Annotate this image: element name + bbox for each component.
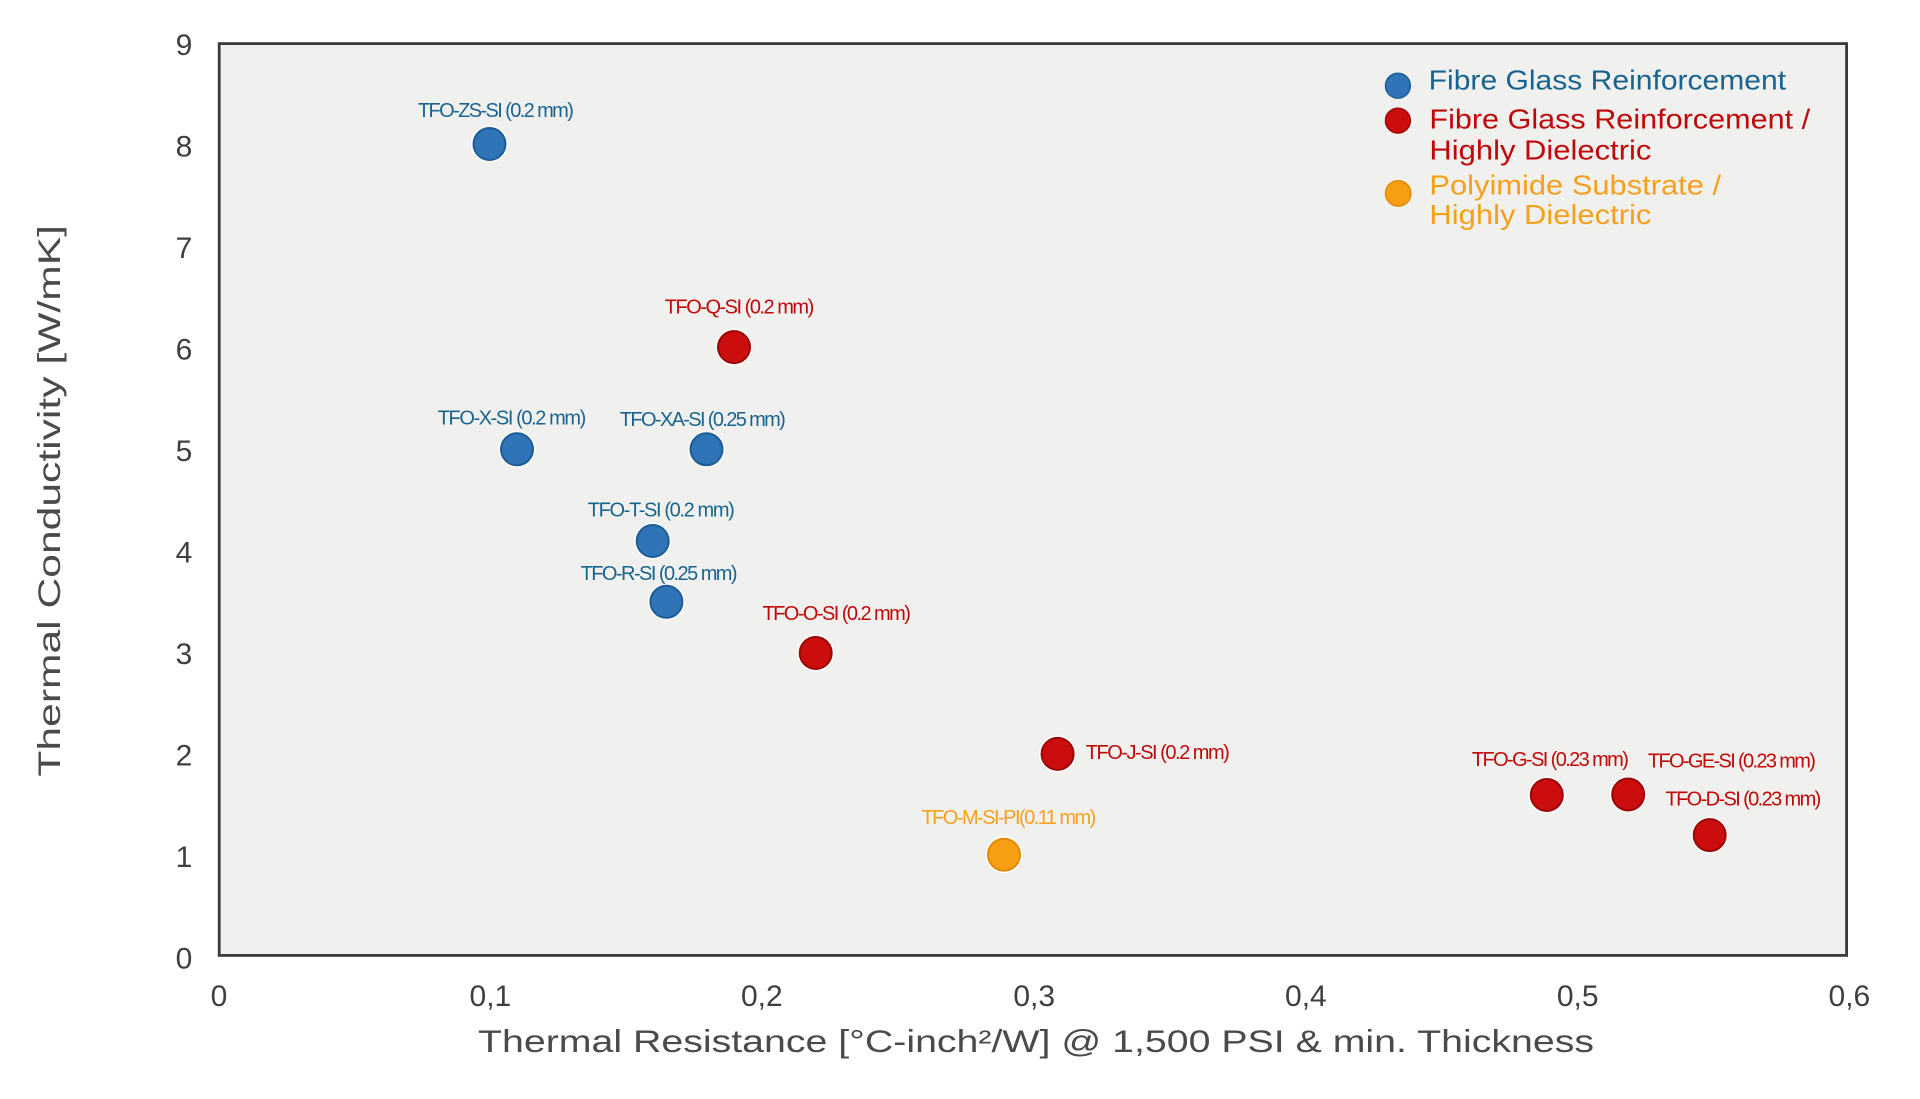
svg-text:Polyimide Substrate /: Polyimide Substrate / xyxy=(1429,170,1721,201)
svg-text:TFO-T-SI (0.2 mm): TFO-T-SI (0.2 mm) xyxy=(588,499,735,521)
svg-text:0: 0 xyxy=(176,943,193,976)
svg-text:TFO-ZS-SI (0.2 mm): TFO-ZS-SI (0.2 mm) xyxy=(418,100,574,122)
svg-text:TFO-Q-SI (0.2 mm): TFO-Q-SI (0.2 mm) xyxy=(665,297,815,319)
svg-text:Highly Dielectric: Highly Dielectric xyxy=(1429,135,1651,166)
svg-text:7: 7 xyxy=(176,232,193,265)
svg-text:0: 0 xyxy=(211,980,228,1013)
svg-text:TFO-X-SI (0.2 mm): TFO-X-SI (0.2 mm) xyxy=(438,408,587,430)
svg-text:5: 5 xyxy=(176,435,193,468)
svg-text:6: 6 xyxy=(176,334,193,367)
svg-text:TFO-J-SI (0.2 mm): TFO-J-SI (0.2 mm) xyxy=(1086,742,1230,764)
svg-text:Fibre Glass Reinforcement: Fibre Glass Reinforcement xyxy=(1429,64,1787,95)
svg-text:3: 3 xyxy=(176,638,193,671)
svg-text:Thermal Conductivity [W/mK]: Thermal Conductivity [W/mK] xyxy=(31,225,67,777)
svg-text:TFO-XA-SI (0.25 mm): TFO-XA-SI (0.25 mm) xyxy=(620,409,786,431)
svg-text:8: 8 xyxy=(176,131,193,164)
svg-text:TFO-M-SI-PI(0.11 mm): TFO-M-SI-PI(0.11 mm) xyxy=(922,807,1097,829)
svg-text:0,3: 0,3 xyxy=(1013,980,1055,1013)
svg-text:TFO-O-SI (0.2 mm): TFO-O-SI (0.2 mm) xyxy=(762,603,911,625)
svg-text:TFO-G-SI (0.23 mm): TFO-G-SI (0.23 mm) xyxy=(1472,749,1629,771)
svg-text:TFO-D-SI (0.23 mm): TFO-D-SI (0.23 mm) xyxy=(1666,788,1822,810)
svg-text:0,6: 0,6 xyxy=(1829,980,1871,1013)
svg-text:Thermal Resistance [°C-inch²/W: Thermal Resistance [°C-inch²/W] @ 1,500 … xyxy=(478,1023,1594,1059)
svg-text:TFO-R-SI (0.25 mm): TFO-R-SI (0.25 mm) xyxy=(581,563,738,585)
svg-text:0,1: 0,1 xyxy=(470,980,512,1013)
svg-text:1: 1 xyxy=(176,841,193,874)
svg-text:Fibre Glass Reinforcement /: Fibre Glass Reinforcement / xyxy=(1429,104,1810,135)
svg-text:0,4: 0,4 xyxy=(1285,980,1327,1013)
svg-text:0,2: 0,2 xyxy=(741,980,783,1013)
svg-text:9: 9 xyxy=(176,29,193,62)
svg-text:2: 2 xyxy=(176,740,193,773)
svg-text:0,5: 0,5 xyxy=(1557,980,1599,1013)
svg-text:Highly Dielectric: Highly Dielectric xyxy=(1429,199,1651,230)
svg-text:4: 4 xyxy=(176,537,193,570)
svg-text:TFO-GE-SI (0.23 mm): TFO-GE-SI (0.23 mm) xyxy=(1648,750,1816,772)
